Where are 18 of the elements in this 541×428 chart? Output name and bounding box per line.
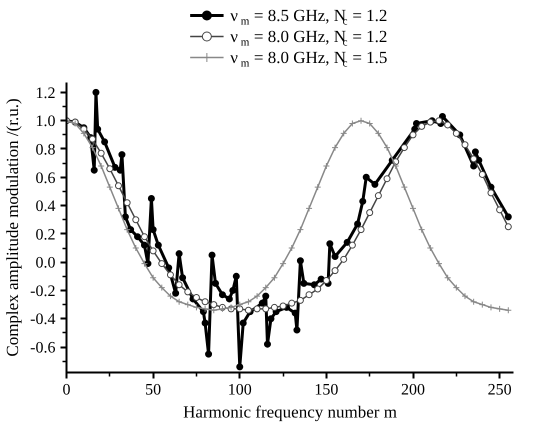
x-tick-label: 200 <box>401 382 426 398</box>
y-tick-label: 0.8 <box>36 141 56 158</box>
y-tick-label: 0.4 <box>36 198 56 216</box>
x-tick-label: 50 <box>145 382 162 398</box>
x-axis-title: Harmonic frequency number m <box>183 402 397 422</box>
y-tick-label: 1.0 <box>36 113 56 130</box>
y-tick-label: -0.2 <box>30 282 56 300</box>
y-axis-title: Complex amplitude modulation /(r.u.) <box>3 98 22 357</box>
x-tick-label: 150 <box>314 382 338 398</box>
y-tick-label: 0.6 <box>36 170 56 187</box>
y-tick-label: 0.2 <box>36 226 56 244</box>
x-tick-label: 250 <box>488 382 512 398</box>
y-tick-label: -0.6 <box>30 340 56 357</box>
y-tick-label: 0.0 <box>36 254 56 272</box>
x-tick-label: 100 <box>228 382 252 398</box>
x-tick-label: 0 <box>62 382 70 398</box>
y-tick-label: -0.4 <box>30 311 56 328</box>
y-tick-label: 1.2 <box>36 84 56 102</box>
